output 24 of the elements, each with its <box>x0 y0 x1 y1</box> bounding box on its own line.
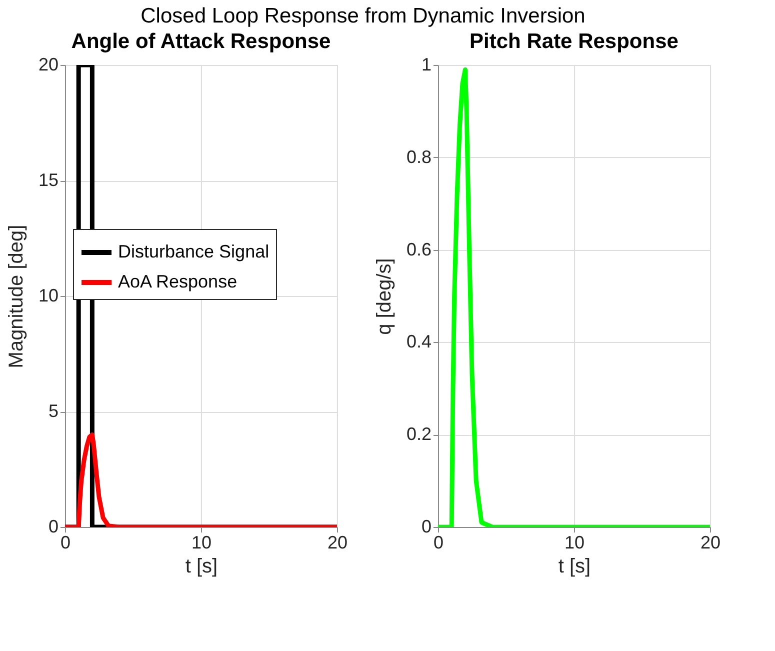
y-axis-title: Magnitude [deg] <box>5 224 28 368</box>
y-tick-label: 0 <box>48 516 58 536</box>
y-tick-label: 0.2 <box>406 424 432 444</box>
chart-title: Pitch Rate Response <box>470 30 678 53</box>
x-tick-label: 20 <box>327 532 348 552</box>
legend-label: Disturbance Signal <box>118 242 270 262</box>
x-tick-label: 10 <box>191 532 212 552</box>
y-tick-label: 20 <box>38 54 58 74</box>
y-axis-title: q [deg/s] <box>373 258 396 335</box>
x-axis-title: t [s] <box>558 556 591 578</box>
y-tick-label: 10 <box>38 286 58 306</box>
x-axis-title: t [s] <box>185 556 218 578</box>
y-tick-label: 0 <box>421 516 432 536</box>
text: Closed Loop Response from Dynamic Inversion <box>140 4 586 28</box>
y-tick-label: 0.8 <box>406 146 432 167</box>
y-tick-label: 0.4 <box>406 332 432 352</box>
y-tick-label: 15 <box>38 170 58 190</box>
x-tick-label: 20 <box>700 532 721 552</box>
x-tick-label: 10 <box>564 532 585 552</box>
chart-title: Angle of Attack Response <box>71 30 331 53</box>
y-tick-label: 5 <box>48 401 58 421</box>
legend-label: AoA Response <box>118 272 238 292</box>
y-tick-label: 1 <box>421 54 432 74</box>
y-tick-label: 0.6 <box>406 239 432 260</box>
